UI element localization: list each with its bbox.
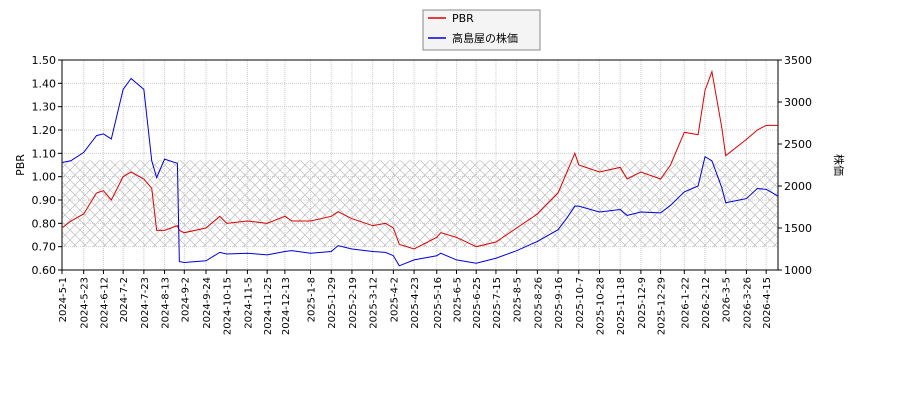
x-tick-label: 2024-11-25	[263, 277, 274, 335]
y-tick-label: 0.70	[32, 241, 57, 254]
shaded-range	[62, 160, 778, 247]
y-axis-label: PBR	[14, 154, 27, 176]
x-tick-label: 2025-12-9	[637, 277, 648, 329]
y2-tick-label: 3000	[784, 96, 812, 109]
y-tick-label: 1.20	[32, 124, 57, 137]
y-tick-label: 1.50	[32, 54, 57, 67]
x-tick-label: 2024-11-5	[243, 277, 254, 329]
x-tick-label: 2024-6-12	[99, 277, 110, 329]
y2-tick-label: 1000	[784, 264, 812, 277]
x-tick-label: 2024-8-13	[161, 277, 172, 329]
y-tick-label: 1.00	[32, 171, 57, 184]
y2-tick-label: 2500	[784, 138, 812, 151]
x-tick-label: 2025-7-15	[492, 277, 503, 329]
x-tick-label: 2026-1-22	[680, 277, 691, 329]
y2-tick-label: 3500	[784, 54, 812, 67]
y-tick-label: 0.90	[32, 194, 57, 207]
x-tick-label: 2026-3-26	[742, 277, 753, 329]
x-tick-label: 2024-10-15	[223, 277, 234, 335]
x-tick-label: 2025-8-5	[513, 277, 524, 322]
y2-tick-label: 2000	[784, 180, 812, 193]
x-tick-label: 2025-5-16	[433, 277, 444, 329]
series-line	[61, 77, 779, 267]
y-tick-label: 1.30	[32, 101, 57, 114]
x-tick-label: 2025-12-29	[657, 277, 668, 335]
x-tick-label: 2025-8-26	[533, 277, 544, 329]
x-tick-label: 2026-4-15	[762, 277, 773, 329]
y-tick-label: 1.10	[32, 147, 57, 160]
plot-frame	[61, 59, 779, 271]
x-tick-label: 2025-4-23	[410, 277, 421, 329]
y2-axis-label: 株価	[832, 154, 846, 176]
x-tick-label: 2024-7-2	[119, 277, 130, 322]
y-tick-label: 0.60	[32, 264, 57, 277]
x-tick-label: 2025-3-12	[369, 277, 380, 329]
x-tick-label: 2024-5-1	[58, 277, 69, 322]
legend-label: 高島屋の株価	[452, 31, 518, 45]
x-tick-label: 2024-9-24	[202, 277, 213, 329]
x-tick-label: 2025-1-29	[327, 277, 338, 329]
legend-label: PBR	[452, 12, 474, 25]
x-tick-label: 2025-4-2	[389, 277, 400, 322]
y2-tick-label: 1500	[784, 222, 812, 235]
y-tick-label: 1.40	[32, 77, 57, 90]
x-tick-label: 2025-1-8	[307, 277, 318, 322]
x-tick-label: 2024-5-23	[80, 277, 91, 329]
x-tick-label: 2025-6-5	[452, 277, 463, 322]
series-line	[61, 69, 778, 250]
x-tick-label: 2025-10-7	[575, 277, 586, 329]
x-tick-label: 2025-11-18	[616, 277, 627, 335]
x-tick-label: 2024-12-13	[281, 277, 292, 335]
x-tick-label: 2025-10-28	[595, 277, 606, 335]
x-tick-label: 2025-6-25	[472, 277, 483, 329]
legend-box	[422, 9, 541, 51]
x-tick-label: 2024-7-23	[140, 277, 151, 329]
x-tick-label: 2026-2-12	[701, 277, 712, 329]
x-tick-label: 2025-2-19	[348, 277, 359, 329]
x-tick-label: 2025-9-16	[554, 277, 565, 329]
x-tick-label: 2026-3-5	[722, 277, 733, 322]
x-tick-label: 2024-9-2	[180, 277, 191, 322]
y-tick-label: 0.80	[32, 217, 57, 230]
